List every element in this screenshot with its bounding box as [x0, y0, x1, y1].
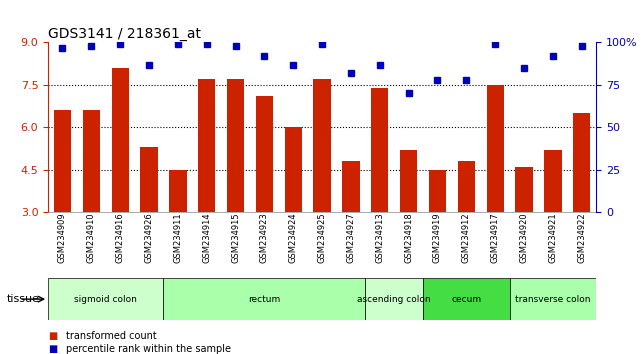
- Text: ascending colon: ascending colon: [358, 295, 431, 304]
- Bar: [573, 113, 590, 212]
- Text: GSM234916: GSM234916: [115, 212, 125, 263]
- Bar: [163, 278, 365, 320]
- Text: GSM234919: GSM234919: [433, 212, 442, 263]
- Bar: [227, 79, 244, 212]
- Text: ■: ■: [48, 331, 57, 341]
- Text: GSM234910: GSM234910: [87, 212, 96, 263]
- Bar: [371, 88, 388, 212]
- Text: GSM234918: GSM234918: [404, 212, 413, 263]
- Bar: [342, 161, 360, 212]
- Text: cecum: cecum: [451, 295, 481, 304]
- Bar: [54, 110, 71, 212]
- Bar: [313, 79, 331, 212]
- Text: GSM234926: GSM234926: [144, 212, 154, 263]
- Bar: [112, 68, 129, 212]
- Text: GSM234923: GSM234923: [260, 212, 269, 263]
- Text: transformed count: transformed count: [66, 331, 157, 341]
- Text: GSM234924: GSM234924: [288, 212, 298, 263]
- Bar: [256, 96, 273, 212]
- Bar: [487, 85, 504, 212]
- Bar: [458, 161, 475, 212]
- Bar: [48, 278, 163, 320]
- Bar: [198, 79, 215, 212]
- Text: GSM234915: GSM234915: [231, 212, 240, 263]
- Bar: [510, 278, 596, 320]
- Bar: [429, 170, 446, 212]
- Text: percentile rank within the sample: percentile rank within the sample: [66, 344, 231, 354]
- Text: GSM234912: GSM234912: [462, 212, 471, 263]
- Text: GSM234914: GSM234914: [202, 212, 212, 263]
- Text: GSM234920: GSM234920: [519, 212, 529, 263]
- Text: GSM234911: GSM234911: [173, 212, 183, 263]
- Bar: [365, 278, 423, 320]
- Text: tissue: tissue: [6, 294, 39, 304]
- Text: sigmoid colon: sigmoid colon: [74, 295, 137, 304]
- Text: GSM234925: GSM234925: [317, 212, 327, 263]
- Bar: [169, 170, 187, 212]
- Text: GSM234913: GSM234913: [375, 212, 385, 263]
- Bar: [515, 167, 533, 212]
- Text: transverse colon: transverse colon: [515, 295, 590, 304]
- Bar: [140, 147, 158, 212]
- Bar: [400, 150, 417, 212]
- Text: GSM234921: GSM234921: [548, 212, 558, 263]
- Text: GSM234922: GSM234922: [577, 212, 587, 263]
- Text: ■: ■: [48, 344, 57, 354]
- Bar: [83, 110, 100, 212]
- Bar: [285, 127, 302, 212]
- Bar: [423, 278, 510, 320]
- Text: rectum: rectum: [248, 295, 281, 304]
- Text: GSM234917: GSM234917: [490, 212, 500, 263]
- Bar: [544, 150, 562, 212]
- Text: GSM234909: GSM234909: [58, 212, 67, 263]
- Text: GSM234927: GSM234927: [346, 212, 356, 263]
- Text: GDS3141 / 218361_at: GDS3141 / 218361_at: [48, 28, 201, 41]
